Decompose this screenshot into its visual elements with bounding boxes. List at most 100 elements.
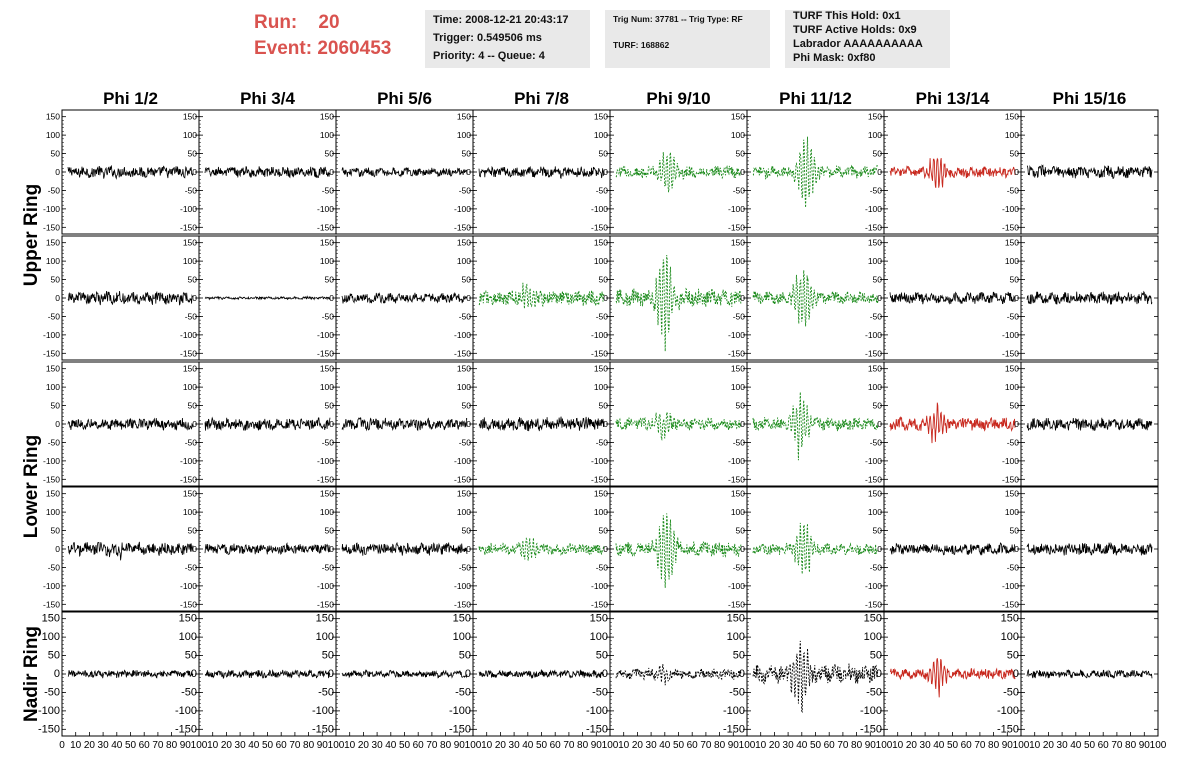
panel-frame [746, 235, 885, 361]
y-tick-label: 150 [1005, 489, 1019, 499]
y-tick-label: 100 [590, 631, 608, 643]
x-tick-label: 50 [399, 740, 411, 751]
waveform-trace [204, 669, 331, 680]
y-tick-label: 150 [183, 112, 197, 122]
y-tick-label: 50 [188, 149, 198, 159]
y-tick-label: -150 [865, 348, 882, 358]
x-tick-label: 30 [235, 740, 247, 751]
y-tick-label: 50 [188, 275, 198, 285]
panel-frame [609, 235, 748, 361]
x-tick-label: 60 [413, 740, 425, 751]
waveform-trace [204, 295, 331, 301]
x-tick-label: 10 [207, 740, 219, 751]
y-tick-label: 100 [731, 382, 745, 392]
y-tick-label: 50 [48, 650, 60, 662]
trig-num-text: Trig Num: 37781 -- Trig Type: RF [613, 14, 743, 24]
x-tick-label: 30 [98, 740, 110, 751]
y-tick-label: -50 [185, 437, 198, 447]
y-tick-label: 100 [457, 382, 471, 392]
y-tick-label: -50 [459, 562, 472, 572]
y-tick-label: 50 [736, 275, 746, 285]
y-tick-label: -50 [48, 311, 61, 321]
y-tick-label: -150 [43, 599, 60, 609]
y-tick-label: 0 [328, 668, 334, 680]
y-tick-label: 150 [179, 613, 197, 625]
y-tick-label: 0 [603, 544, 608, 554]
waveform-trace [204, 542, 331, 555]
y-tick-label: 150 [183, 489, 197, 499]
y-tick-label: -100 [586, 705, 608, 717]
y-tick-label: -50 [596, 437, 609, 447]
x-tick-label: 60 [1098, 740, 1110, 751]
y-tick-label: -100 [860, 705, 882, 717]
y-tick-label: -100 [865, 581, 882, 591]
x-tick-label: 100 [328, 740, 345, 751]
y-tick-label: 50 [599, 401, 609, 411]
column-header: Phi 15/16 [1053, 89, 1127, 108]
x-tick-label: 60 [961, 740, 973, 751]
y-tick-label: -50 [322, 185, 335, 195]
y-tick-label: -150 [591, 222, 608, 232]
y-tick-label: -50 [48, 185, 61, 195]
y-tick-label: 150 [590, 613, 608, 625]
y-tick-label: -150 [454, 348, 471, 358]
x-tick-label: 10 [481, 740, 493, 751]
y-tick-label: 0 [876, 668, 882, 680]
y-tick-label: 0 [54, 668, 60, 680]
y-tick-label: -100 [317, 581, 334, 591]
y-tick-label: 0 [329, 419, 334, 429]
x-tick-label: 80 [166, 740, 178, 751]
y-tick-label: -150 [312, 723, 334, 735]
waveform-trace [889, 541, 1015, 556]
y-tick-label: 150 [457, 112, 471, 122]
turf-info-box: TURF This Hold: 0x1 TURF Active Holds: 0… [785, 10, 950, 68]
y-tick-label: -150 [728, 474, 745, 484]
y-tick-label: -100 [180, 330, 197, 340]
y-tick-label: -150 [591, 474, 608, 484]
x-tick-label: 20 [84, 740, 96, 751]
y-tick-label: -100 [728, 204, 745, 214]
x-tick-label: 40 [659, 740, 671, 751]
y-tick-label: 0 [1014, 419, 1019, 429]
y-tick-label: 50 [185, 650, 197, 662]
y-tick-label: 50 [51, 149, 61, 159]
x-tick-label: 70 [974, 740, 986, 751]
panel-frame [746, 611, 885, 737]
y-tick-label: -150 [865, 599, 882, 609]
y-tick-label: 100 [183, 130, 197, 140]
x-tick-label: 40 [111, 740, 123, 751]
x-tick-label: 20 [769, 740, 781, 751]
y-tick-label: 150 [320, 489, 334, 499]
y-tick-label: 0 [466, 544, 471, 554]
y-tick-label: 150 [320, 238, 334, 248]
ring-label: Nadir Ring [21, 626, 42, 722]
waveform-trace [752, 522, 879, 575]
y-tick-label: 100 [1005, 507, 1019, 517]
x-tick-label: 100 [465, 740, 482, 751]
y-tick-label: -50 [870, 311, 883, 321]
y-tick-label: -50 [459, 437, 472, 447]
y-tick-label: 0 [466, 419, 471, 429]
y-tick-label: 100 [594, 130, 608, 140]
y-tick-label: 150 [594, 364, 608, 374]
x-tick-label: 40 [248, 740, 260, 751]
y-tick-label: 50 [596, 650, 608, 662]
column-header: Phi 9/10 [646, 89, 710, 108]
x-tick-label: 60 [139, 740, 151, 751]
y-tick-label: 0 [602, 668, 608, 680]
waveform-trace [341, 167, 468, 178]
x-tick-label: 60 [550, 740, 562, 751]
x-tick-label: 30 [783, 740, 795, 751]
y-tick-label: 150 [457, 238, 471, 248]
y-tick-label: 100 [179, 631, 197, 643]
waveform-trace [478, 668, 605, 680]
y-tick-label: -50 [181, 686, 197, 698]
event-label: Event: [254, 38, 313, 59]
y-tick-label: -150 [454, 599, 471, 609]
y-tick-label: -100 [454, 204, 471, 214]
time-text: Time: 2008-12-21 20:43:17 [433, 14, 569, 26]
event-line: Event: 2060453 [254, 38, 391, 60]
y-tick-label: 100 [594, 382, 608, 392]
waveform-trace [752, 392, 879, 461]
